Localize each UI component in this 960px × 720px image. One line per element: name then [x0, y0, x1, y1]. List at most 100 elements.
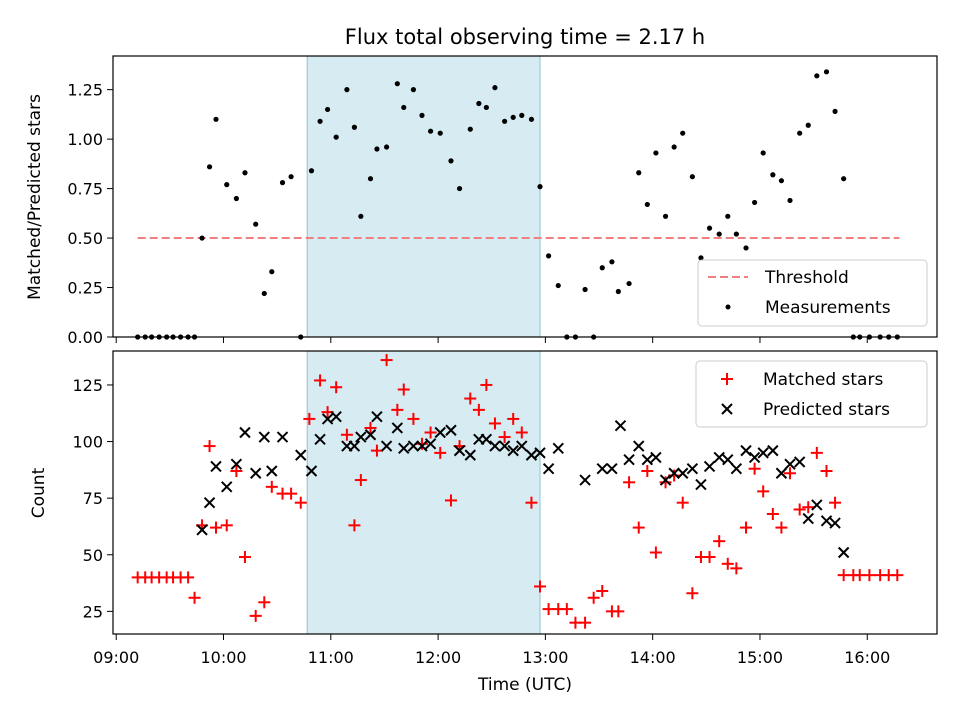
measurement-point — [383, 144, 390, 150]
measurement-point — [233, 195, 239, 202]
measurement-point — [805, 122, 811, 128]
predicted-star-point — [552, 442, 564, 455]
matched-star-point — [314, 374, 327, 387]
bottom-y-axis-label: Count — [29, 467, 49, 518]
matched-star-point — [579, 616, 592, 629]
predicted-star-point — [507, 444, 519, 457]
measurement-point — [626, 280, 632, 287]
top-legend: Threshold Measurements — [697, 259, 928, 327]
predicted-star-point — [534, 447, 546, 459]
predicted-star-point — [820, 515, 833, 527]
measurement-point — [770, 172, 776, 178]
matched-star-point — [534, 580, 547, 593]
predicted-star-point — [767, 444, 779, 457]
measurement-point — [609, 259, 615, 265]
predicted-star-point — [516, 440, 528, 452]
measurement-point — [358, 213, 364, 219]
predicted-star-point — [677, 467, 689, 479]
top-y-tick-label: 0.00 — [67, 328, 103, 347]
predicted-star-point — [424, 438, 437, 450]
legend-predicted-swatch — [721, 403, 733, 415]
bottom-legend: Matched stars Predicted stars — [695, 360, 928, 428]
measurement-point — [787, 197, 793, 204]
predicted-star-point — [330, 410, 342, 423]
matched-star-point — [370, 444, 383, 457]
measurement-point — [778, 178, 785, 184]
matched-star-point — [472, 403, 485, 416]
matched-star-point — [766, 508, 779, 521]
predicted-star-point — [542, 463, 555, 475]
matched-star-point — [364, 421, 377, 434]
measurement-point — [199, 235, 205, 241]
predicted-star-point — [230, 458, 243, 470]
matched-star-point — [444, 494, 457, 507]
matched-star-point — [748, 462, 761, 475]
top-y-tick-label: 0.25 — [67, 279, 103, 298]
measurement-point — [653, 150, 659, 156]
measurement-point — [213, 116, 219, 122]
measurement-point — [528, 116, 535, 122]
top-y-tick-label: 0.75 — [67, 180, 103, 199]
matched-star-point — [480, 378, 493, 391]
measurement-point — [394, 81, 400, 87]
top-panel: 0.00 0.25 0.50 0.75 1.00 1.25 Flux total obse… — [25, 25, 938, 347]
measurement-point — [537, 184, 543, 190]
measurement-point — [797, 130, 803, 136]
measurement-point — [823, 69, 830, 75]
predicted-star-point — [407, 440, 420, 452]
predicted-star-point — [196, 524, 208, 536]
predicted-star-point — [445, 424, 457, 436]
measurement-point — [410, 87, 417, 93]
predicted-star-point — [276, 431, 289, 443]
matched-star-point — [659, 476, 672, 489]
predicted-star-point — [695, 478, 707, 491]
top-plot-frame — [112, 55, 938, 338]
matched-star-point — [740, 521, 753, 534]
predicted-star-point — [258, 431, 270, 443]
measurement-point — [344, 87, 350, 93]
matched-star-point — [285, 487, 298, 500]
predicted-star-point — [713, 451, 725, 464]
x-tick-label: 12:00 — [415, 648, 461, 667]
predicted-star-point — [434, 426, 446, 439]
matched-star-point — [188, 591, 201, 604]
measurement-point — [680, 130, 686, 136]
measurement-point — [662, 213, 669, 219]
measurement-point — [615, 288, 621, 295]
measurement-point — [476, 100, 482, 107]
predicted-star-point — [614, 420, 627, 432]
measurement-point — [427, 128, 434, 134]
matched-star-point — [380, 354, 393, 367]
matched-star-point — [676, 496, 689, 509]
predicted-star-point — [793, 456, 806, 468]
top-observing-shade — [306, 55, 541, 338]
predicted-star-point — [314, 433, 326, 446]
predicted-star-point — [641, 453, 654, 466]
measurement-point — [288, 174, 294, 180]
measurement-point — [519, 112, 525, 118]
measurement-point — [324, 106, 331, 113]
matched-star-point — [498, 431, 511, 444]
matched-star-point — [612, 605, 625, 618]
matched-star-point — [464, 392, 477, 405]
measurement-point — [716, 231, 722, 237]
measurement-point — [261, 290, 267, 297]
top-y-axis-label: Matched/Predicted stars — [25, 94, 45, 300]
measurement-point — [419, 112, 425, 118]
measurement-point — [555, 282, 561, 289]
predicted-star-point — [757, 447, 769, 459]
measurement-point — [502, 118, 508, 124]
predicted-star-point — [650, 451, 662, 464]
matched-star-point — [713, 535, 726, 548]
predicted-star-point — [416, 440, 428, 452]
x-tick-label: 09:00 — [93, 648, 139, 667]
matched-star-point — [397, 383, 410, 396]
legend-matched-label: Matched stars — [763, 370, 883, 390]
matched-star-point — [220, 519, 233, 532]
predicted-star-point — [775, 467, 788, 479]
matched-star-point — [820, 464, 833, 477]
bottom-y-tick-label: 125 — [72, 376, 103, 395]
predicted-star-point — [668, 467, 680, 479]
predicted-star-point — [596, 463, 608, 475]
x-tick-label: 14:00 — [630, 648, 676, 667]
